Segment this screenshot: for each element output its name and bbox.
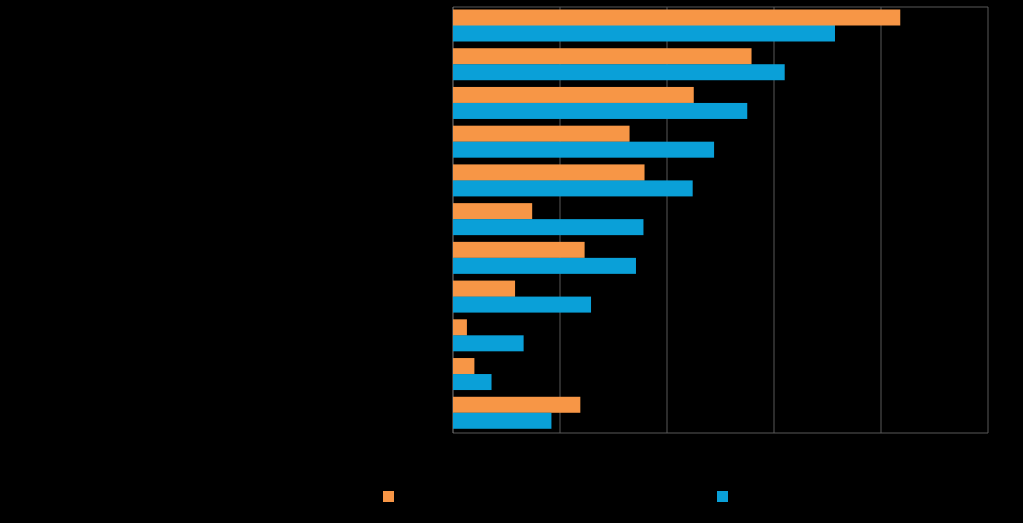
bar xyxy=(453,296,592,313)
bar xyxy=(453,102,748,119)
legend-swatch xyxy=(717,491,728,502)
legend-swatch xyxy=(383,491,394,502)
bar xyxy=(453,203,533,220)
bar xyxy=(453,412,552,429)
bar xyxy=(453,280,516,297)
bar xyxy=(453,25,835,42)
bar xyxy=(453,335,524,352)
bar xyxy=(453,219,644,236)
bar xyxy=(453,9,901,26)
bar xyxy=(453,374,492,391)
bar xyxy=(453,164,645,181)
bar xyxy=(453,241,585,258)
bar xyxy=(453,48,752,65)
bar xyxy=(453,64,785,81)
bar xyxy=(453,257,636,274)
bar xyxy=(453,86,694,103)
bar xyxy=(453,396,581,413)
bar xyxy=(453,358,475,375)
bar xyxy=(453,319,467,336)
bar xyxy=(453,180,693,197)
bar xyxy=(453,141,715,158)
bar xyxy=(453,125,630,142)
